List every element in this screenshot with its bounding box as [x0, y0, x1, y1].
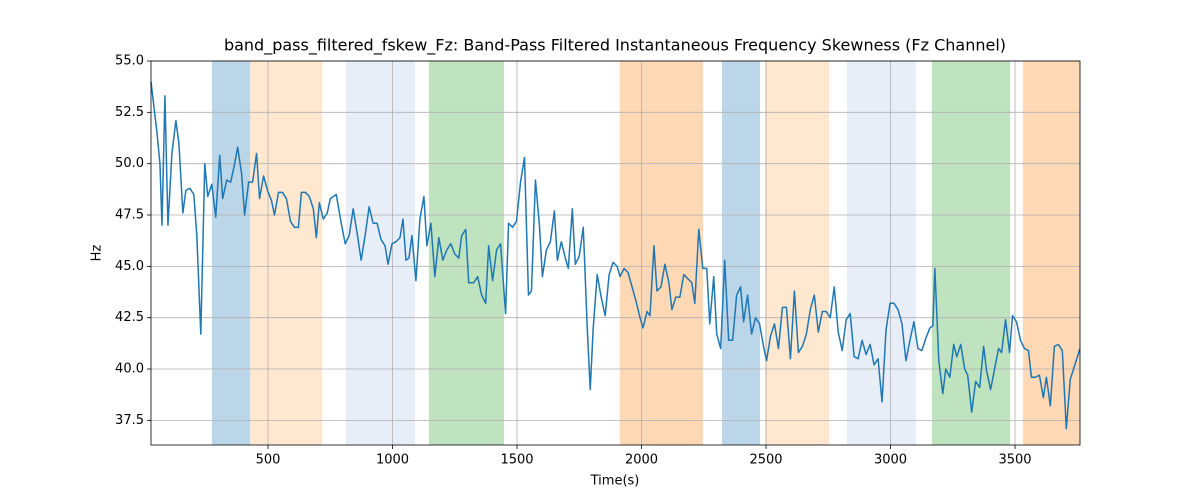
y-tick-label: 47.5: [115, 208, 144, 223]
data-line: [150, 81, 1081, 430]
y-axis-label: Hz: [90, 245, 105, 262]
y-tick-label: 37.5: [115, 413, 144, 428]
shaded-span: [765, 61, 830, 445]
x-tick-label: 3000: [874, 453, 907, 468]
x-tick-label: 500: [256, 453, 281, 468]
plot-frame: [150, 60, 1081, 446]
y-tick-label: 45.0: [115, 259, 144, 274]
y-tick-label: 52.5: [115, 105, 144, 120]
x-tick-label: 1000: [376, 453, 409, 468]
shaded-span: [846, 61, 916, 445]
shaded-span: [619, 61, 704, 445]
shaded-span: [250, 61, 323, 445]
x-axis-label: Time(s): [590, 474, 640, 489]
shaded-span: [721, 61, 761, 445]
chart-title: band_pass_filtered_fskew_Fz: Band-Pass F…: [224, 36, 1006, 56]
y-tick-label: 50.0: [115, 156, 144, 171]
y-tick-label: 55.0: [115, 54, 144, 69]
shaded-span: [212, 61, 251, 445]
x-tick-label: 3500: [998, 453, 1031, 468]
y-tick-label: 42.5: [115, 310, 144, 325]
x-tick-label: 2000: [625, 453, 658, 468]
shaded-span: [345, 61, 415, 445]
y-tick-label: 40.0: [115, 362, 144, 377]
x-tick-label: 1500: [500, 453, 533, 468]
x-tick-label: 2500: [749, 453, 782, 468]
